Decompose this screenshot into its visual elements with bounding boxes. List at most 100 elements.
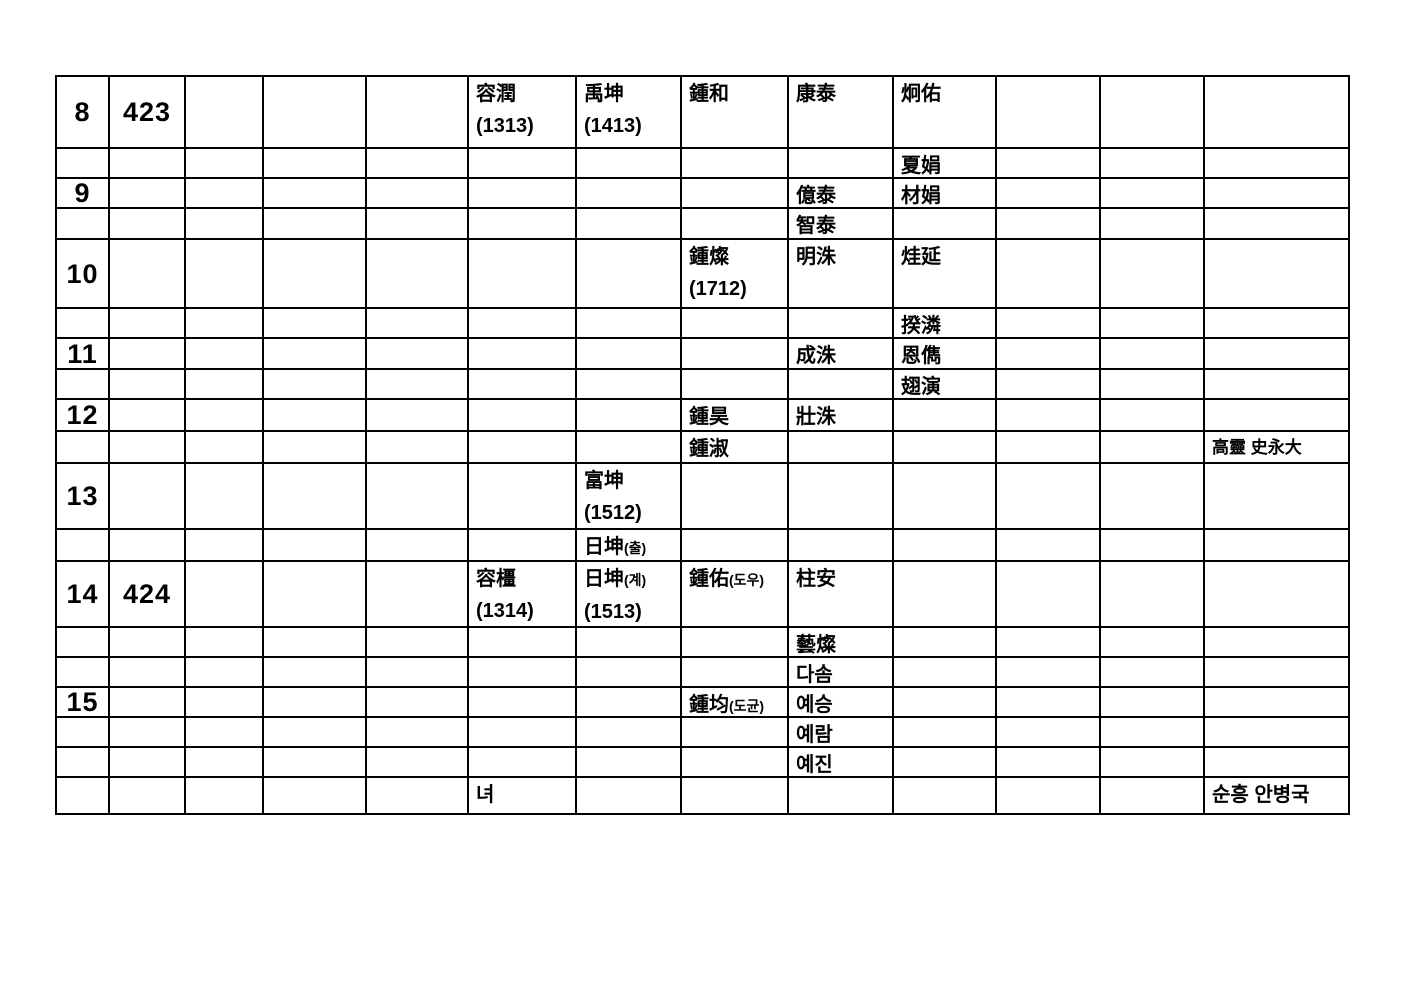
cell-text: (1513) <box>584 601 642 623</box>
table-cell-r13-c10 <box>894 562 997 628</box>
table-cell-r18-c13 <box>1205 748 1350 778</box>
table-cell-r5-c5 <box>367 240 469 309</box>
cell-text-line: 424 <box>123 578 171 610</box>
table-cell-r8-c8 <box>682 370 789 400</box>
table-cell-r13-c9: 柱安 <box>789 562 894 628</box>
table-cell-r5-c11 <box>997 240 1101 309</box>
cell-text-line: 材娟 <box>901 180 988 207</box>
table-cell-r15-c6 <box>469 658 577 688</box>
table-cell-r15-c13 <box>1205 658 1350 688</box>
table-cell-r17-c3 <box>186 718 264 748</box>
cell-text-line: 炯佑 <box>901 78 988 110</box>
table-cell-r4-c2 <box>110 209 186 240</box>
table-cell-r18-c7 <box>577 748 682 778</box>
table-cell-r4-c11 <box>997 209 1101 240</box>
table-cell-r15-c12 <box>1101 658 1205 688</box>
cell-text-line: 柱安 <box>796 563 885 595</box>
table-cell-r12-c5 <box>367 530 469 562</box>
cell-text: 11 <box>67 339 98 369</box>
cell-text: 鍾佑 <box>689 568 729 590</box>
table-cell-r17-c5 <box>367 718 469 748</box>
cell-text-line: 녀 <box>476 779 568 811</box>
cell-text-line: 鍾昊 <box>689 401 780 430</box>
table-cell-r5-c4 <box>264 240 367 309</box>
table-cell-r4-c7 <box>577 209 682 240</box>
table-cell-r12-c11 <box>997 530 1101 562</box>
table-cell-r5-c2 <box>110 240 186 309</box>
table-cell-r11-c4 <box>264 464 367 530</box>
table-cell-r9-c10 <box>894 400 997 432</box>
table-cell-r6-c4 <box>264 309 367 339</box>
cell-text: 明洙 <box>796 246 836 268</box>
table-cell-r2-c3 <box>186 149 264 179</box>
cell-text-line: 烓延 <box>901 241 988 273</box>
table-cell-r8-c4 <box>264 370 367 400</box>
table-cell-r6-c7 <box>577 309 682 339</box>
cell-text-line: 8 <box>74 96 90 128</box>
table-cell-r18-c2 <box>110 748 186 778</box>
table-cell-r13-c7: 日坤(계) (1513) <box>577 562 682 628</box>
table-cell-r2-c4 <box>264 149 367 179</box>
table-cell-r15-c3 <box>186 658 264 688</box>
cell-text: 夏娟 <box>901 155 941 177</box>
table-cell-r3-c13 <box>1205 179 1350 209</box>
cell-text-line: 예람 <box>796 719 885 746</box>
cell-text: 鍾昊 <box>689 406 729 428</box>
cell-text: (1413) <box>584 115 642 137</box>
table-cell-r9-c8: 鍾昊 <box>682 400 789 432</box>
table-cell-r19-c8 <box>682 778 789 815</box>
table-cell-r8-c7 <box>577 370 682 400</box>
table-cell-r6-c11 <box>997 309 1101 339</box>
table-cell-r1-c12 <box>1101 77 1205 149</box>
cell-text-line: 夏娟 <box>901 150 988 177</box>
cell-text: 423 <box>122 97 172 127</box>
table-cell-r11-c13 <box>1205 464 1350 530</box>
table-cell-r3-c12 <box>1101 179 1205 209</box>
table-cell-r14-c4 <box>264 628 367 658</box>
cell-text: 鍾燦 <box>689 246 729 268</box>
table-cell-r10-c7 <box>577 432 682 464</box>
table-cell-r8-c11 <box>997 370 1101 400</box>
cell-text-line: 億泰 <box>796 180 885 207</box>
table-cell-r7-c10: 恩儁 <box>894 339 997 370</box>
table-cell-r18-c3 <box>186 748 264 778</box>
table-cell-r11-c11 <box>997 464 1101 530</box>
table-cell-r4-c12 <box>1101 209 1205 240</box>
cell-subtext: (도균) <box>729 698 765 714</box>
table-cell-r12-c6 <box>469 530 577 562</box>
table-cell-r2-c13 <box>1205 149 1350 179</box>
table-cell-r16-c1: 15 <box>57 688 110 718</box>
cell-text-line: 容潤 <box>476 78 568 110</box>
cell-text: 容潤 <box>476 83 516 105</box>
table-cell-r15-c11 <box>997 658 1101 688</box>
table-cell-r18-c11 <box>997 748 1101 778</box>
table-cell-r16-c8: 鍾均(도균) <box>682 688 789 718</box>
table-cell-r2-c2 <box>110 149 186 179</box>
table-cell-r2-c7 <box>577 149 682 179</box>
table-cell-r12-c10 <box>894 530 997 562</box>
table-cell-r11-c5 <box>367 464 469 530</box>
cell-text-line: (1314) <box>476 595 568 626</box>
table-cell-r16-c2 <box>110 688 186 718</box>
table-cell-r15-c9: 다솜 <box>789 658 894 688</box>
table-cell-r15-c2 <box>110 658 186 688</box>
cell-text: 日坤 <box>584 536 624 558</box>
table-cell-r14-c5 <box>367 628 469 658</box>
table-cell-r7-c1: 11 <box>57 339 110 370</box>
table-cell-r5-c6 <box>469 240 577 309</box>
table-cell-r13-c6: 容橿 (1314) <box>469 562 577 628</box>
table-cell-r3-c4 <box>264 179 367 209</box>
cell-text-line: 11 <box>67 339 98 369</box>
table-cell-r14-c8 <box>682 628 789 658</box>
table-cell-r9-c7 <box>577 400 682 432</box>
cell-text-line: 다솜 <box>796 659 885 686</box>
table-cell-r4-c1 <box>57 209 110 240</box>
table-cell-r1-c2: 423 <box>110 77 186 149</box>
cell-text: 禹坤 <box>584 83 624 105</box>
cell-text: 恩儁 <box>901 345 941 367</box>
table-cell-r14-c9: 藝燦 <box>789 628 894 658</box>
cell-text-line: 日坤(출) <box>584 531 673 560</box>
table-cell-r7-c9: 成洙 <box>789 339 894 370</box>
cell-text: 14 <box>66 579 99 609</box>
table-cell-r5-c13 <box>1205 240 1350 309</box>
